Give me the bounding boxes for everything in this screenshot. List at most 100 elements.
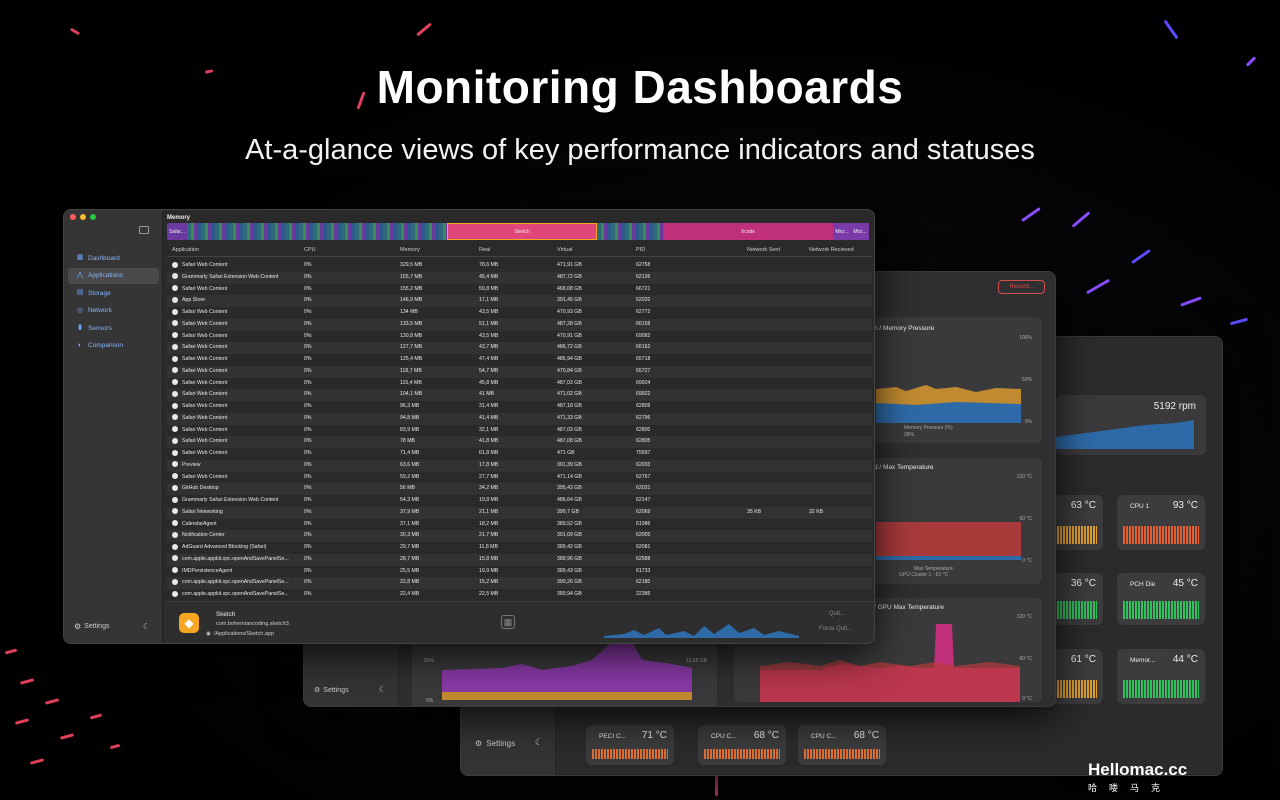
table-row[interactable]: Safari Web Content 0% 94,8 MB 41,4 MB 471,33…	[167, 412, 872, 425]
table-cell: 37,1 MB	[400, 520, 420, 527]
cell-application: Safari Web Content	[172, 472, 297, 484]
table-row[interactable]: App Store 0% 146,9 MB 17,1 MB 391,45 GB 62020	[167, 295, 872, 307]
table-cell: 19,9 MB	[479, 567, 499, 574]
sidebar-item-label: Storage	[88, 289, 111, 297]
app-icon	[172, 473, 178, 480]
memory-segment[interactable]	[597, 223, 663, 240]
table-row[interactable]: Safari Web Content 0% 127,7 MB 43,7 MB 486,7…	[167, 342, 872, 354]
table-cell: 62033	[636, 461, 651, 468]
table-row[interactable]: GitHub Desktop 0% 56 MB 34,2 MB 395,43 GB 620…	[167, 483, 872, 495]
sensor-tile[interactable]: CPU C... 68 °C	[698, 725, 786, 765]
moon-icon[interactable]: ☾	[534, 737, 543, 747]
memory-segment[interactable]: Sketch	[447, 223, 597, 240]
table-row[interactable]: Safari Web Content 0% 59,2 MB 27,7 MB 471,14…	[167, 472, 872, 484]
column-header[interactable]: Network Sent	[747, 247, 781, 253]
memory-segment[interactable]: Micr...	[851, 223, 869, 240]
column-header[interactable]: Memory	[400, 247, 420, 253]
force-quit-button[interactable]: Force Quit...	[819, 626, 853, 632]
sensors-settings-button[interactable]: ⚙ Settings	[475, 739, 516, 748]
sensor-tile[interactable]: Memor... 44 °C	[1117, 649, 1205, 704]
sidebar-item-label: Sensors	[88, 324, 112, 332]
column-header[interactable]: Virtual	[557, 247, 573, 253]
table-row[interactable]: Safari Networking 0% 37,9 MB 21,1 MB 390,7 G…	[167, 506, 872, 519]
table-cell: 0%	[304, 273, 312, 280]
zoom-window-button[interactable]	[90, 214, 96, 220]
minimize-window-button[interactable]	[80, 214, 86, 220]
sensor-name: CPU C...	[811, 733, 837, 740]
table-row[interactable]: Safari Web Content 0% 125,4 MB 47,4 MB 486,9…	[167, 354, 872, 366]
close-window-button[interactable]	[70, 214, 76, 220]
table-row[interactable]: Safari Web Content 0% 71,4 MB 61,8 MB 471 GB…	[167, 448, 872, 460]
table-row[interactable]: CalendarAgent 0% 37,1 MB 18,2 MB 389,52 GB 61…	[167, 519, 872, 531]
memory-segment[interactable]: Xcode	[663, 223, 833, 240]
sensor-tile[interactable]: CPU C... 68 °C	[798, 725, 886, 765]
cell-text: AdGuard Advanced Blocking (Safari)	[182, 544, 267, 550]
column-header[interactable]: Real	[479, 247, 491, 253]
table-cell: 27,7 MB	[479, 473, 499, 480]
table-cell: 471,33 GB	[557, 414, 582, 421]
column-header[interactable]: CPU	[304, 247, 316, 253]
table-row[interactable]: Preview 0% 63,6 MB 17,8 MB 391,39 GB 62033	[167, 459, 872, 472]
hero-title: Monitoring Dashboards	[376, 61, 904, 113]
column-header[interactable]: Network Recieved	[809, 247, 854, 253]
table-cell: 54,3 MB	[400, 497, 420, 503]
sensor-name: CPU C...	[711, 733, 737, 740]
app-icon	[172, 355, 178, 362]
sidebar-item-sensors[interactable]: ▮ Sensors	[68, 320, 159, 336]
table-row[interactable]: Safari Web Content 0% 329,5 MB 78,6 MB 471,9…	[167, 260, 872, 272]
column-header[interactable]: PID	[636, 247, 646, 253]
selected-app-path[interactable]: ◉/Applications/Sketch.app	[206, 631, 275, 637]
quit-button[interactable]: Quit...	[829, 611, 846, 617]
app-activity-sparkline	[604, 624, 799, 638]
memory-segment[interactable]	[187, 223, 447, 240]
sensor-tile[interactable]: PECI C... 71 °C	[586, 725, 674, 765]
table-row[interactable]: IMDPersistenceAgent 0% 25,5 MB 19,9 MB 389,4…	[167, 566, 872, 578]
table-row[interactable]: Safari Web Content 0% 130,8 MB 43,5 MB 470,9…	[167, 331, 872, 343]
memory-segment[interactable]: Safar...	[167, 223, 187, 240]
cell-text: Safari Web Content	[182, 332, 228, 339]
sensor-tile[interactable]: PCH Die 45 °C	[1117, 573, 1205, 625]
cell-application: Grammarly Safari Extension Web Content	[172, 272, 297, 284]
table-row[interactable]: Safari Web Content 0% 155,2 MB 59,8 MB 468,0…	[167, 284, 872, 296]
table-cell: 146,9 MB	[400, 297, 423, 304]
sidebar-item-applications[interactable]: ⋀ Applications	[68, 267, 159, 284]
table-row[interactable]: Safari Web Content 0% 83,9 MB 32,1 MB 487,03…	[167, 425, 872, 437]
table-cell: 470,91 GB	[557, 332, 582, 339]
grid-icon[interactable]: ▦	[501, 615, 515, 629]
memory-segment[interactable]: Micr...	[833, 223, 851, 240]
table-row[interactable]: Grammarly Safari Extension Web Content 0%…	[167, 271, 872, 284]
sidebar-item-dashboard[interactable]: ▦ Dashboard	[68, 250, 159, 266]
table-row[interactable]: AdGuard Advanced Blocking (Safari) 0% 29,7…	[167, 542, 872, 554]
table-row[interactable]: Notification Center 0% 30,3 MB 21,7 MB 391,0…	[167, 530, 872, 542]
table-row[interactable]: Safari Web Content 0% 118,7 MB 54,7 MB 470,8…	[167, 365, 872, 378]
table-row[interactable]: Safari Web Content 0% 104,1 MB 41 MB 471,02 …	[167, 389, 872, 401]
table-row[interactable]: com.apple.appkit.xpc.openAndSavePanelSe.…	[167, 577, 872, 589]
dashboard-settings-button[interactable]: ⚙ Settings	[314, 686, 349, 695]
table-cell: 28,7 MB	[400, 555, 420, 562]
sensor-tile[interactable]: CPU 1 93 °C	[1117, 495, 1205, 550]
settings-button[interactable]: ⚙ Settings	[74, 622, 110, 631]
sidebar-item-comparison[interactable]: ◐ Comparison	[68, 338, 159, 354]
table-row[interactable]: com.apple.appkit.xpc.openAndSavePanelSe.…	[167, 553, 872, 566]
cell-text: Safari Web Content	[182, 344, 228, 351]
record-button[interactable]: Record...	[998, 280, 1045, 294]
table-row[interactable]: Safari Web Content 0% 115,4 MB 45,8 MB 487,0…	[167, 378, 872, 390]
table-cell: 62772	[636, 309, 651, 315]
moon-icon[interactable]: ☾	[142, 622, 150, 631]
sidebar-item-storage[interactable]: ▤ Storage	[68, 285, 159, 301]
table-row[interactable]: Safari Web Content 0% 96,3 MB 31,4 MB 487,18…	[167, 401, 872, 413]
table-row[interactable]: Safari Web Content 0% 78 MB 41,8 MB 487,08 G…	[167, 436, 872, 448]
table-row[interactable]: Safari Web Content 0% 134 MB 43,5 MB 470,93 …	[167, 307, 872, 319]
table-row[interactable]: Safari Web Content 0% 133,5 MB 51,1 MB 487,2…	[167, 318, 872, 331]
column-header[interactable]: Application	[172, 247, 199, 253]
table-cell: 78,6 MB	[479, 262, 499, 268]
sidebar-item-network[interactable]: ◎ Network	[68, 303, 159, 319]
table-row[interactable]: Grammarly Safari Extension Web Content 0%…	[167, 495, 872, 507]
table-cell: 487,08 GB	[557, 438, 582, 445]
table-row[interactable]: com.apple.appkit.xpc.openAndSavePanelSe.…	[167, 589, 872, 601]
cell-application: App Store	[172, 295, 297, 307]
table-cell: 0%	[304, 555, 312, 562]
moon-icon[interactable]: ☾	[378, 685, 386, 694]
sidebar-toggle-icon[interactable]	[139, 226, 149, 234]
